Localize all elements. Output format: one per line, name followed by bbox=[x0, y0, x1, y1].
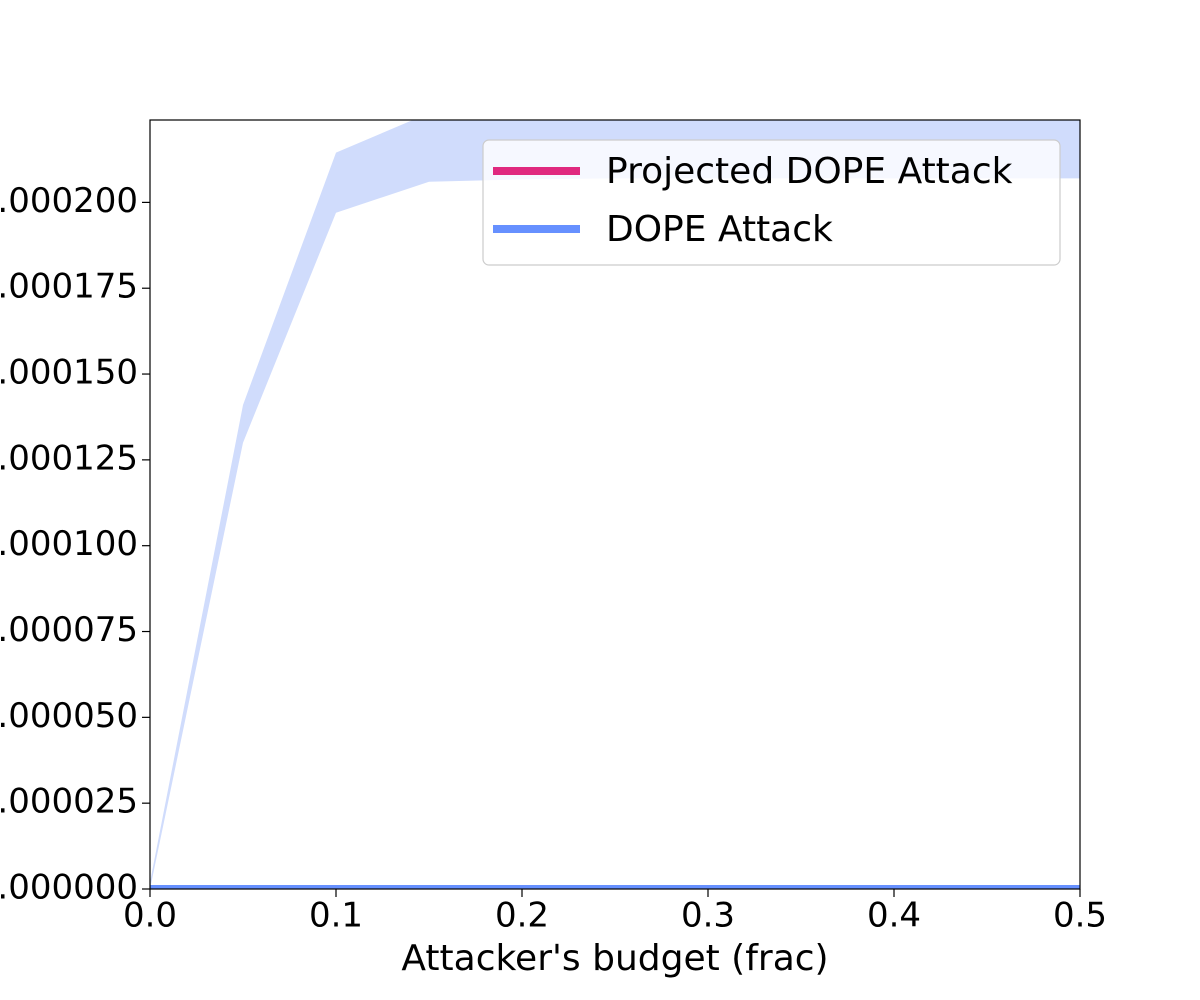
x-tick-label: 0.3 bbox=[681, 896, 735, 936]
x-tick-label: 0.4 bbox=[867, 896, 921, 936]
legend-label: DOPE Attack bbox=[606, 209, 833, 250]
x-axis-label: Attacker's budget (frac) bbox=[401, 938, 828, 979]
x-tick-label: 0.0 bbox=[123, 896, 177, 936]
y-tick-label: 0.000175 bbox=[0, 267, 138, 307]
y-tick-label: 0.000075 bbox=[0, 610, 138, 650]
y-tick-label: 0.000025 bbox=[0, 782, 138, 822]
legend-box bbox=[482, 139, 1061, 266]
legend-label: Projected DOPE Attack bbox=[606, 151, 1013, 192]
legend: Projected DOPE Attack DOPE Attack bbox=[482, 139, 1061, 266]
y-tick-label: 0.000000 bbox=[0, 868, 138, 908]
y-tick-label: 0.000150 bbox=[0, 353, 138, 393]
y-tick-label: 0.000050 bbox=[0, 696, 138, 736]
y-tick-label: 0.000200 bbox=[0, 181, 138, 221]
y-tick-label: 0.000125 bbox=[0, 438, 138, 478]
x-tick-label: 0.2 bbox=[495, 896, 549, 936]
x-tick-label: 0.1 bbox=[309, 896, 363, 936]
y-tick-label: 0.000100 bbox=[0, 524, 138, 564]
axes-frame bbox=[149, 119, 1081, 890]
x-tick-label: 0.5 bbox=[1053, 896, 1107, 936]
